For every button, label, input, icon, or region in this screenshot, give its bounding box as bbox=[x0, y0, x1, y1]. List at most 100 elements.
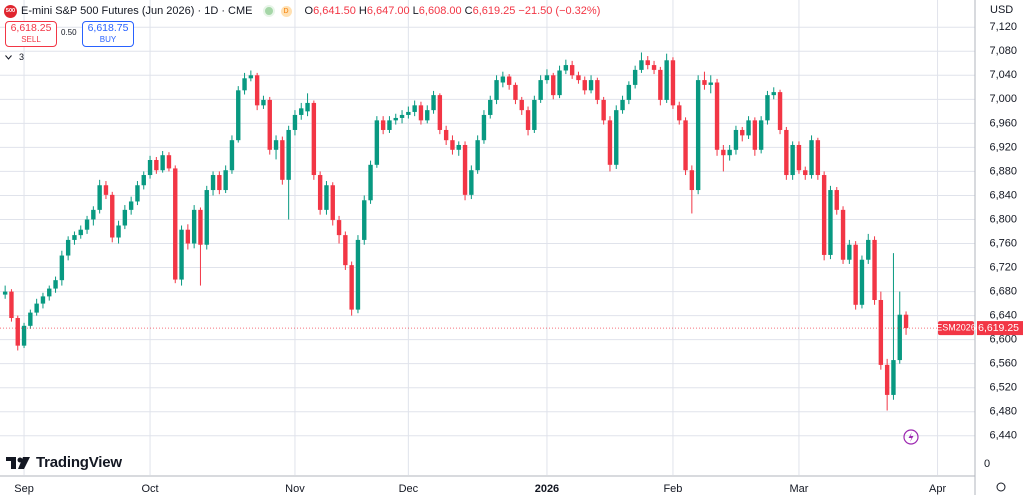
settings-icon[interactable] bbox=[996, 482, 1006, 492]
y-tick-label: 6,520 bbox=[989, 382, 1017, 394]
candle-body bbox=[727, 149, 732, 156]
candle-body bbox=[481, 114, 487, 141]
brand-logo bbox=[6, 456, 30, 469]
candle-body bbox=[387, 120, 392, 130]
market-status[interactable] bbox=[262, 5, 275, 17]
candle-body bbox=[425, 110, 430, 121]
candle-body bbox=[456, 144, 461, 150]
candle-body bbox=[853, 244, 858, 305]
candle-body bbox=[380, 120, 386, 130]
candle-body bbox=[242, 78, 247, 91]
candle-body bbox=[859, 259, 865, 305]
candle-body bbox=[9, 291, 14, 319]
candle-body bbox=[677, 105, 682, 121]
candle-body bbox=[330, 185, 335, 221]
candle-body bbox=[588, 80, 594, 91]
candle-body bbox=[450, 140, 455, 150]
interval-badge[interactable]: D bbox=[280, 5, 292, 17]
candle-body bbox=[431, 95, 436, 111]
candle-body bbox=[752, 120, 758, 150]
y-tick-label: 6,920 bbox=[989, 141, 1017, 153]
candle-body bbox=[34, 303, 39, 313]
buy-button[interactable]: 6,618.75 BUY bbox=[82, 21, 134, 47]
candle-body bbox=[179, 229, 184, 280]
candle-body bbox=[147, 160, 153, 176]
candle-body bbox=[311, 102, 317, 176]
event-icon[interactable] bbox=[903, 429, 919, 445]
candle-body bbox=[443, 129, 449, 141]
candle-body bbox=[847, 244, 852, 260]
candle-body bbox=[78, 229, 83, 236]
candle-body bbox=[601, 99, 606, 121]
candle-body bbox=[418, 105, 424, 121]
chevron bbox=[5, 54, 12, 60]
candle-body bbox=[475, 140, 480, 171]
candle-body bbox=[670, 60, 676, 106]
candle-body bbox=[620, 99, 625, 111]
candle-body bbox=[185, 229, 191, 244]
y-tick-label: 6,440 bbox=[989, 430, 1017, 442]
indicators-count: 3 bbox=[19, 52, 25, 62]
candle-body bbox=[664, 60, 669, 100]
candle-body bbox=[891, 360, 896, 395]
candle-body bbox=[758, 120, 764, 150]
candle-body bbox=[513, 84, 518, 100]
candle-body bbox=[733, 129, 739, 150]
candle-body bbox=[217, 175, 222, 191]
spread: 0.50 bbox=[61, 28, 77, 37]
candle-body bbox=[437, 95, 443, 130]
candle-body bbox=[595, 80, 600, 100]
sell-button[interactable]: 6,618.25 SELL bbox=[5, 21, 57, 47]
candle-body bbox=[872, 239, 877, 300]
candle-body bbox=[254, 75, 260, 106]
candle-body bbox=[261, 99, 266, 106]
candle-body bbox=[840, 209, 846, 260]
symbol-tag-label: ESM2026 bbox=[936, 322, 976, 332]
ohlc-label: L bbox=[412, 5, 419, 17]
candle-body bbox=[399, 114, 405, 118]
brand-name: TradingView bbox=[36, 454, 122, 471]
buy-price: 6,618.75 bbox=[87, 22, 129, 34]
candle-body bbox=[128, 201, 134, 210]
candle-body bbox=[803, 170, 808, 176]
symbol-logo: 500 bbox=[4, 4, 17, 18]
x-tick-label: Sep bbox=[14, 483, 34, 495]
candle-body bbox=[280, 140, 285, 180]
ohlc-label: O bbox=[304, 5, 314, 17]
y-tick-label: 6,600 bbox=[989, 334, 1017, 346]
candle-body bbox=[343, 235, 348, 266]
x-tick-label: Feb bbox=[663, 483, 682, 495]
candle-body bbox=[815, 140, 821, 176]
sell-label: SELL bbox=[21, 35, 41, 44]
candle-body bbox=[903, 314, 909, 329]
candle-body bbox=[695, 80, 701, 191]
candle-body bbox=[166, 155, 172, 169]
indicators-toggle[interactable]: 3 bbox=[5, 52, 24, 62]
candle-body bbox=[336, 220, 342, 236]
candle-body bbox=[506, 76, 512, 85]
candle-body bbox=[784, 129, 789, 176]
candle-body bbox=[53, 280, 58, 289]
candle-body bbox=[834, 190, 839, 210]
symbol-title[interactable]: E-mini S&P 500 Futures (Jun 2026) · 1D ·… bbox=[21, 5, 253, 17]
candle-body bbox=[324, 185, 329, 210]
y-tick-label: 6,640 bbox=[989, 310, 1017, 322]
candle-body bbox=[374, 120, 380, 165]
candle-body bbox=[746, 120, 751, 136]
candle-body bbox=[116, 225, 121, 238]
candle-body bbox=[91, 209, 96, 220]
ohlc-label: C bbox=[464, 5, 473, 17]
y-tick-label: 6,800 bbox=[989, 213, 1017, 225]
candle-body bbox=[683, 120, 688, 171]
candle-body bbox=[191, 209, 197, 244]
x-tick-label: Dec bbox=[399, 483, 419, 495]
candle-body bbox=[866, 239, 871, 260]
candle-body bbox=[65, 239, 71, 256]
y-tick-label: 7,000 bbox=[989, 93, 1017, 105]
candle-body bbox=[97, 185, 102, 210]
y-tick-label: 7,120 bbox=[989, 21, 1017, 33]
candle-body bbox=[821, 175, 827, 255]
candle-body bbox=[141, 175, 146, 186]
y-tick-label: 6,480 bbox=[989, 406, 1017, 418]
price-tag-label: 6,619.25 bbox=[978, 322, 1019, 334]
